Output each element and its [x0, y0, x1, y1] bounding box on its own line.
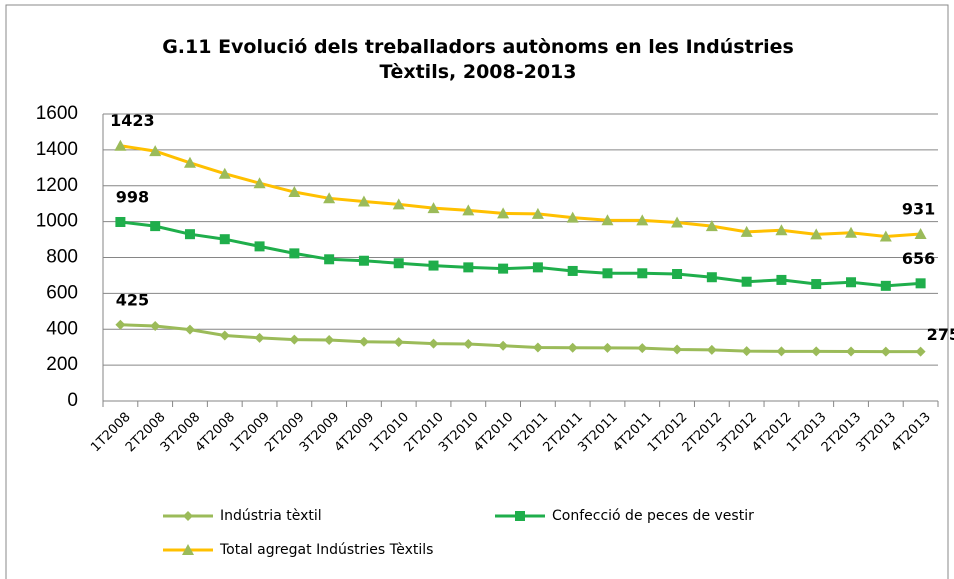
data-label: 931	[902, 200, 935, 219]
point	[115, 319, 126, 330]
point	[253, 177, 266, 189]
point	[672, 269, 683, 280]
legend-label: Indústria tèxtil	[220, 508, 322, 524]
point	[531, 207, 544, 219]
point	[184, 229, 195, 240]
point	[324, 335, 335, 346]
point	[637, 343, 648, 354]
point	[706, 344, 717, 355]
point	[741, 346, 752, 357]
point	[740, 225, 753, 237]
y-tick-label: 1600	[36, 103, 78, 124]
point	[323, 192, 336, 204]
y-tick-label: 600	[46, 282, 78, 303]
point	[846, 277, 857, 288]
data-label: 656	[902, 249, 935, 268]
point	[672, 344, 683, 355]
chart-border	[5, 4, 949, 579]
point	[845, 226, 858, 238]
point	[776, 274, 787, 285]
point	[810, 228, 823, 240]
y-tick-label: 1000	[36, 211, 78, 232]
point	[602, 342, 613, 353]
point	[567, 342, 578, 353]
point	[671, 216, 684, 228]
point	[392, 198, 405, 210]
point	[498, 263, 509, 274]
series-line	[120, 144, 921, 239]
data-label: 275	[927, 325, 954, 344]
point	[532, 262, 543, 273]
point	[114, 139, 127, 151]
point	[637, 268, 648, 279]
point	[532, 342, 543, 353]
legend-marker	[182, 544, 194, 555]
point	[289, 248, 300, 259]
point	[497, 207, 510, 219]
point	[150, 321, 161, 332]
point	[879, 230, 892, 242]
point	[914, 228, 927, 240]
y-tick-label: 400	[46, 318, 78, 339]
legend-label: Total agregat Indústries Tèxtils	[219, 542, 433, 558]
point	[463, 338, 474, 349]
data-label: 998	[116, 187, 149, 206]
point	[393, 337, 404, 348]
point	[358, 336, 369, 347]
y-tick-label: 0	[67, 390, 78, 411]
point	[115, 216, 126, 227]
point	[254, 332, 265, 343]
point	[705, 220, 718, 232]
point	[706, 272, 717, 283]
point	[776, 346, 787, 357]
point	[324, 254, 335, 265]
point	[462, 204, 475, 216]
legend-label: Confecció de peces de vestir	[552, 508, 754, 524]
point	[566, 211, 579, 223]
point	[880, 346, 891, 357]
point	[915, 346, 926, 357]
point	[393, 258, 404, 269]
point	[775, 224, 788, 236]
point	[183, 156, 196, 168]
data-label: 1423	[110, 111, 155, 130]
point	[428, 260, 439, 271]
point	[357, 195, 370, 207]
legend-marker	[515, 511, 525, 521]
y-tick-label: 200	[46, 354, 78, 375]
point	[463, 262, 474, 273]
legend-marker	[183, 511, 193, 521]
point	[358, 255, 369, 266]
point	[428, 338, 439, 349]
y-tick-label: 1200	[36, 175, 78, 196]
point	[811, 346, 822, 357]
series-line	[120, 323, 921, 354]
chart-title: G.11 Evolució dels treballadors autònoms…	[162, 36, 794, 83]
point	[915, 278, 926, 289]
point	[218, 167, 231, 179]
point	[636, 214, 649, 226]
point	[219, 234, 230, 245]
point	[254, 241, 265, 252]
point	[567, 265, 578, 276]
point	[149, 145, 162, 157]
data-label: 425	[116, 290, 149, 309]
point	[219, 330, 230, 341]
point	[289, 334, 300, 345]
point	[184, 324, 195, 335]
point	[602, 268, 613, 279]
point	[811, 279, 822, 290]
point	[741, 276, 752, 287]
series-line	[120, 220, 921, 288]
point	[880, 280, 891, 291]
point	[427, 202, 440, 214]
point	[601, 214, 614, 226]
point	[150, 221, 161, 232]
point	[498, 340, 509, 351]
point	[288, 186, 301, 198]
y-tick-label: 800	[46, 247, 78, 268]
point	[846, 346, 857, 357]
y-tick-label: 1400	[36, 139, 78, 160]
